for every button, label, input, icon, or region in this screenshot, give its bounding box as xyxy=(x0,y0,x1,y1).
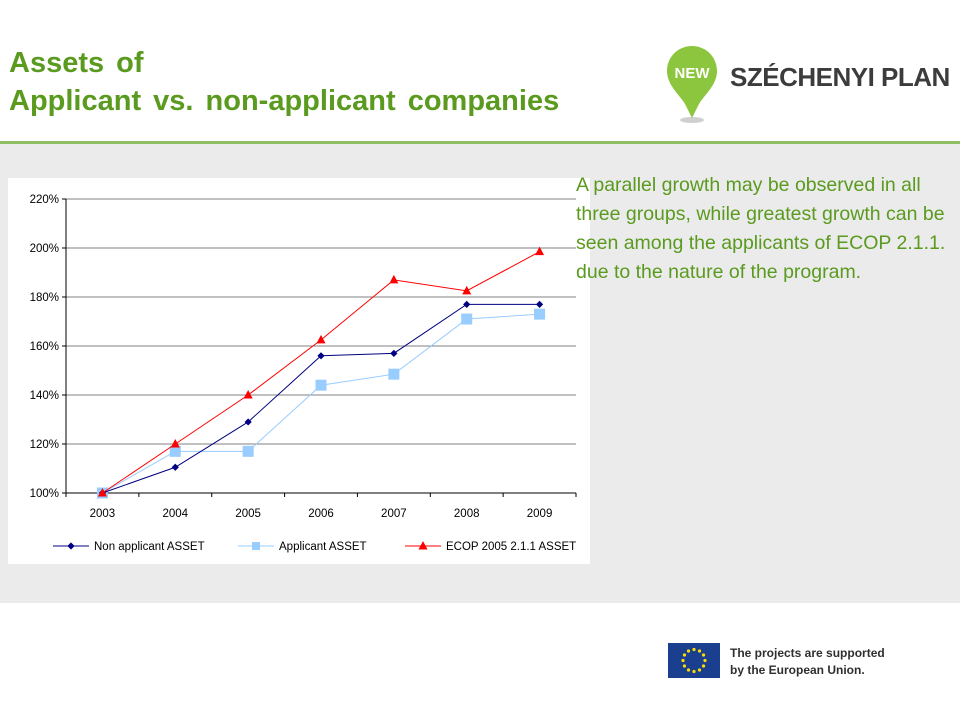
legend-label: Non applicant ASSET xyxy=(94,541,205,553)
x-tick-label: 2008 xyxy=(454,508,480,520)
data-point xyxy=(171,463,179,471)
y-tick-label: 100% xyxy=(30,488,59,500)
chart-area: 100% 120% 140% 160% 180% 200% 220% 2003 2004 2005… xyxy=(8,178,590,564)
eu-star xyxy=(701,653,706,657)
series-line xyxy=(102,251,540,494)
data-point xyxy=(317,352,325,360)
eu-support-line-2: by the European Union. xyxy=(730,663,865,677)
eu-star xyxy=(682,664,687,668)
legend-label: ECOP 2005 2.1.1 ASSET xyxy=(446,541,576,553)
data-point xyxy=(97,488,107,497)
eu-star xyxy=(697,649,702,653)
data-point xyxy=(242,445,254,457)
data-point xyxy=(535,246,545,256)
line-chart: 100% 120% 140% 160% 180% 200% 220% 2003 2004 2005… xyxy=(30,194,577,553)
data-point xyxy=(461,313,473,325)
legend-marker xyxy=(252,542,260,550)
eu-star xyxy=(692,669,696,674)
map-pin-icon: NEW xyxy=(667,46,717,123)
data-point xyxy=(463,300,471,308)
data-point xyxy=(315,379,327,391)
data-point xyxy=(462,285,472,295)
eu-star xyxy=(682,653,687,657)
legend-marker xyxy=(67,542,75,550)
eu-star xyxy=(681,658,685,663)
header-divider xyxy=(0,141,960,144)
eu-star xyxy=(701,664,706,668)
eu-star xyxy=(703,658,707,663)
x-tick-label: 2005 xyxy=(235,508,261,520)
slide-title-line-1: Assets of xyxy=(9,47,144,79)
y-tick-label: 120% xyxy=(30,439,59,451)
eu-star xyxy=(697,668,702,672)
eu-star xyxy=(686,649,691,653)
eu-star xyxy=(686,668,691,672)
eu-stars-icon xyxy=(681,647,707,674)
data-point xyxy=(535,300,544,308)
eu-support-line-1: The projects are supported xyxy=(730,646,885,660)
data-point xyxy=(243,390,253,399)
y-tick-label: 160% xyxy=(30,341,59,353)
legend-marker xyxy=(418,541,428,550)
series-line xyxy=(102,303,540,494)
y-tick-label: 220% xyxy=(30,194,59,206)
data-point xyxy=(316,334,326,344)
description-text: A parallel growth may be observed in all… xyxy=(576,174,946,283)
szechenyi-plan-logo: NEW SZÉCHENYI PLAN xyxy=(664,44,950,126)
data-point xyxy=(390,349,398,357)
data-point xyxy=(389,274,399,284)
logo-badge-text: NEW xyxy=(675,65,711,82)
slide-title-line-2: Applicant vs. non-applicant companies xyxy=(9,85,560,117)
logo-wordmark: SZÉCHENYI PLAN xyxy=(730,62,950,92)
x-tick-label: 2009 xyxy=(527,508,553,520)
data-point xyxy=(534,308,546,320)
x-tick-label: 2007 xyxy=(381,508,407,520)
legend-label: Applicant ASSET xyxy=(279,541,367,553)
data-point xyxy=(169,445,181,457)
eu-support-text: The projects are supported by the Europe… xyxy=(730,645,885,679)
data-point xyxy=(388,368,400,380)
data-point xyxy=(170,439,180,448)
y-tick-label: 140% xyxy=(30,390,59,402)
eu-star xyxy=(692,647,696,652)
x-tick-label: 2003 xyxy=(90,508,116,520)
y-tick-label: 200% xyxy=(30,243,59,255)
x-tick-label: 2006 xyxy=(308,508,334,520)
data-point xyxy=(244,418,252,426)
y-tick-label: 180% xyxy=(30,292,59,304)
eu-flag-icon xyxy=(668,643,720,678)
slide-title: Assets of Applicant vs. non-applicant co… xyxy=(9,44,559,120)
x-tick-label: 2004 xyxy=(162,508,188,520)
